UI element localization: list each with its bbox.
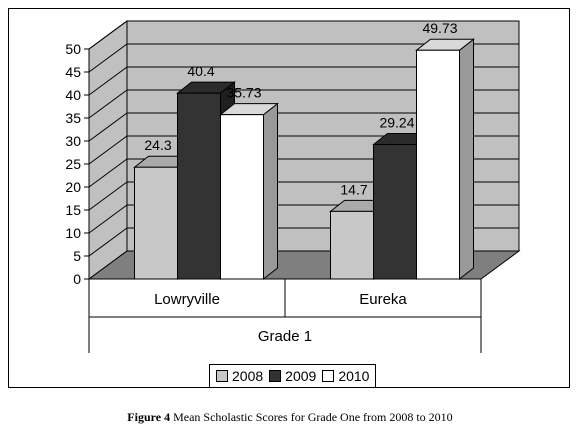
y-tick-label: 40 [65,87,81,103]
bar [220,114,264,280]
figure-caption-text: Mean Scholastic Scores for Grade One fro… [173,410,453,424]
gridline-side [88,135,128,165]
legend-item: 2009 [269,368,316,384]
figure-caption: Figure 4 Mean Scholastic Scores for Grad… [0,410,580,425]
bar-side [459,38,474,281]
data-label: 14.7 [340,181,367,197]
gridline-side [88,181,128,211]
y-tick-label: 30 [65,133,81,149]
legend-label: 2010 [338,368,370,384]
data-label: 49.73 [422,20,457,36]
y-tick-label: 0 [73,271,81,287]
gridline-side [88,66,128,96]
y-tick-label: 35 [65,110,81,126]
category-label: Eureka [359,291,407,308]
y-tick-label: 25 [65,156,81,172]
gridline-side [88,158,128,188]
data-label: 24.3 [144,137,171,153]
legend: 2008 2009 2010 [209,364,377,388]
figure-label: Figure 4 [127,410,171,424]
chart-frame: 0 5 10 15 20 25 30 35 40 45 50 24.3 40.4 35.73 14.7 29.… [8,8,570,388]
y-tick-label: 50 [65,41,81,57]
y-tick-label: 20 [65,179,81,195]
legend-item: 2010 [322,368,369,384]
data-label: 29.24 [379,114,414,130]
gridline-side [88,227,128,257]
bar-chart: 0 5 10 15 20 25 30 35 40 45 50 24.3 40.4 35.73 14.7 29.… [65,20,521,353]
data-label: 40.4 [187,63,214,79]
bar [330,210,374,280]
bar [134,166,178,280]
y-tick-label: 15 [65,202,81,218]
legend-swatch [216,370,228,382]
y-tick-label: 10 [65,225,81,241]
category-label: Lowryville [154,291,220,308]
gridline-side [88,89,128,119]
legend-label: 2008 [232,368,264,384]
group-label: Grade 1 [258,328,312,345]
bar [177,92,221,280]
legend-swatch [269,370,282,382]
data-label: 35.73 [226,85,261,101]
bar-side [263,102,278,281]
y-tick-label: 45 [65,64,81,80]
bar [373,143,417,280]
gridline-side [88,112,128,142]
bar [416,49,460,280]
gridline-side [88,204,128,234]
y-tick-label: 5 [73,248,81,264]
gridline-side [88,43,128,73]
legend-swatch [322,370,335,382]
legend-item: 2008 [216,368,263,384]
legend-label: 2009 [285,368,317,384]
gridline-side [88,20,128,50]
